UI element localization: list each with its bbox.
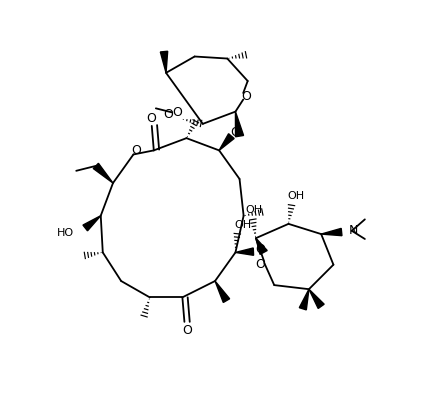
Polygon shape — [83, 216, 101, 231]
Text: OH: OH — [245, 206, 262, 215]
Polygon shape — [215, 281, 230, 302]
Text: O: O — [255, 243, 265, 256]
Text: O: O — [182, 323, 192, 337]
Text: OH: OH — [287, 191, 305, 201]
Polygon shape — [256, 238, 267, 254]
Polygon shape — [299, 289, 309, 310]
Text: N: N — [349, 224, 358, 237]
Polygon shape — [236, 112, 244, 137]
Text: O: O — [173, 106, 182, 119]
Text: O: O — [255, 259, 265, 271]
Text: HO: HO — [57, 228, 74, 238]
Polygon shape — [219, 134, 234, 150]
Polygon shape — [236, 248, 253, 255]
Text: O: O — [131, 144, 141, 157]
Polygon shape — [93, 163, 113, 183]
Polygon shape — [160, 51, 168, 73]
Text: O: O — [164, 109, 173, 121]
Polygon shape — [321, 229, 342, 236]
Text: O: O — [242, 90, 251, 103]
Text: O: O — [230, 125, 240, 139]
Text: O: O — [146, 112, 156, 125]
Text: OH: OH — [234, 220, 251, 230]
Polygon shape — [309, 289, 324, 309]
